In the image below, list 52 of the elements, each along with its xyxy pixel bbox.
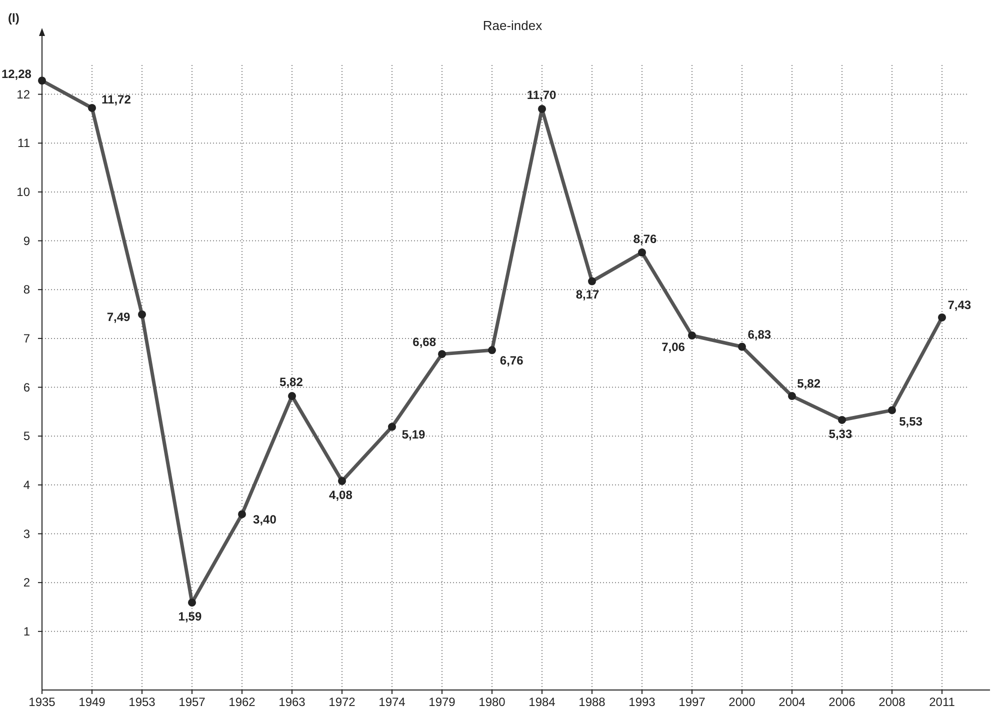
y-tick-label: 4	[23, 478, 30, 492]
x-tick-label: 1957	[178, 695, 206, 709]
x-tick-label: 2011	[929, 695, 956, 709]
y-tick-label: 3	[23, 526, 30, 541]
x-tick-label: 1979	[428, 695, 456, 709]
x-tick-label: 1963	[278, 695, 306, 709]
y-tick-label: 9	[23, 234, 30, 248]
data-label: 3,40	[253, 512, 277, 527]
x-tick-label: 1993	[628, 695, 656, 709]
x-tick-label: 2000	[728, 695, 756, 709]
data-label: 5,33	[828, 426, 852, 441]
x-tick-label: 1974	[378, 695, 406, 709]
data-label: 11,72	[102, 92, 132, 106]
data-label: 7,49	[106, 310, 130, 324]
y-tick-label: 5	[23, 429, 30, 444]
y-tick-label: 11	[18, 136, 30, 150]
data-label: 7,43	[948, 298, 972, 312]
data-label: 8,76	[633, 232, 658, 246]
data-label: 8,17	[576, 287, 600, 302]
data-label: 6,83	[748, 327, 772, 342]
data-label: 6,68	[412, 334, 436, 349]
y-tick-label: 1	[23, 624, 30, 638]
y-tick-label: 10	[16, 184, 30, 199]
x-tick-label: 1997	[678, 695, 706, 709]
data-label: 12,28	[1, 66, 32, 81]
y-axis-title: (l)	[8, 11, 20, 25]
data-label: 5,19	[402, 428, 426, 442]
y-tick-label: 6	[23, 380, 30, 394]
data-label: 6,76	[500, 354, 524, 368]
data-label: 4,08	[329, 488, 353, 502]
x-tick-label: 2008	[878, 695, 906, 709]
x-tick-label: 1953	[128, 695, 156, 709]
x-tick-label: 1984	[528, 695, 556, 709]
data-label: 5,82	[280, 375, 304, 390]
x-tick-label: 1949	[78, 695, 106, 709]
x-tick-label: 1988	[578, 695, 606, 709]
data-label: 5,82	[797, 376, 821, 390]
x-tick-label: 1980	[478, 695, 506, 709]
y-tick-label: 7	[23, 331, 30, 346]
data-label: 7,06	[662, 340, 686, 354]
x-tick-label: 2004	[778, 695, 806, 709]
data-label: 5,53	[899, 414, 923, 428]
data-label: 11,70	[526, 88, 557, 102]
data-label: 1,59	[178, 609, 202, 624]
x-tick-label: 2006	[828, 695, 856, 709]
chart-title: Rae-index	[482, 18, 543, 33]
x-tick-label: 1962	[228, 695, 256, 709]
x-tick-label: 1972	[328, 695, 356, 709]
y-tick-label: 2	[23, 576, 30, 590]
x-tick-label: 1935	[28, 695, 56, 709]
y-tick-label: 12	[16, 87, 30, 102]
y-tick-label: 8	[23, 282, 30, 297]
